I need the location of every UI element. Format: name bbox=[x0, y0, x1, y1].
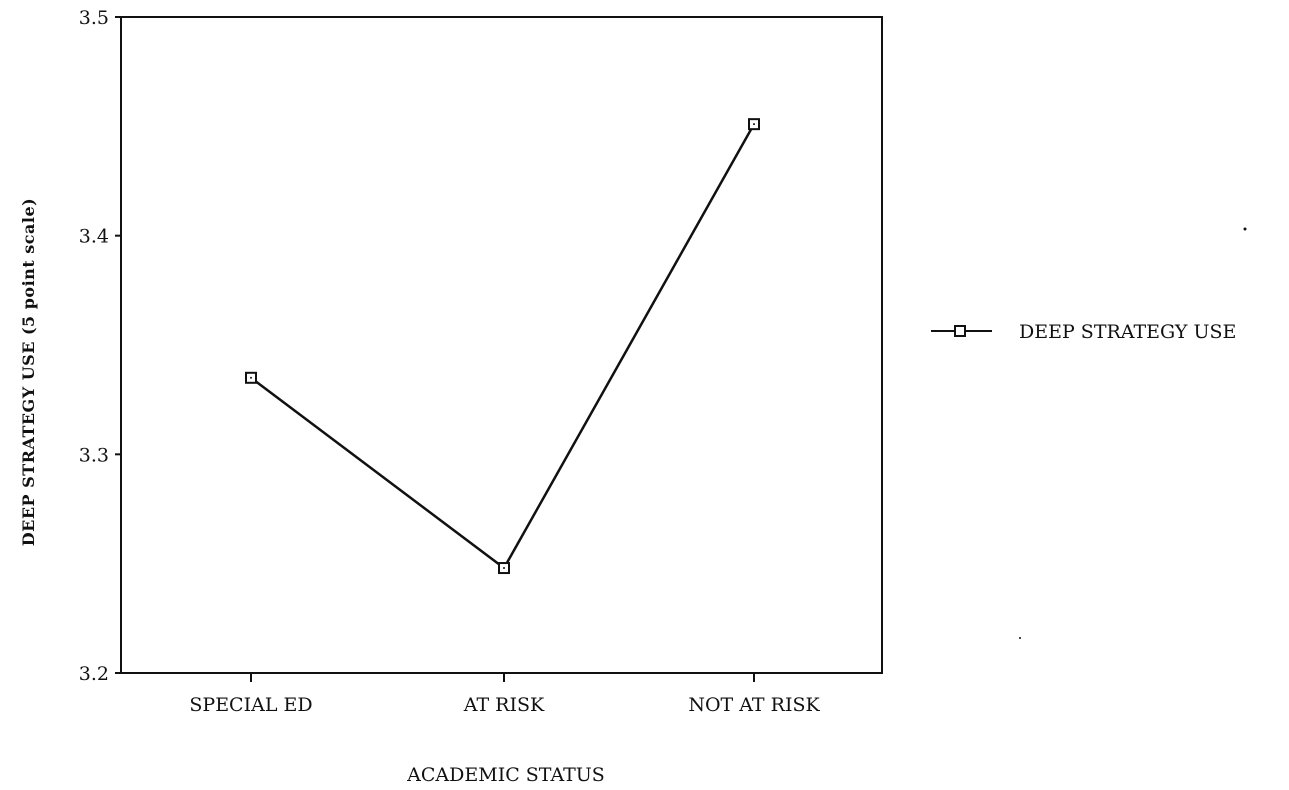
x-tick-label: SPECIAL ED bbox=[189, 694, 312, 716]
scan-speck bbox=[1019, 637, 1021, 639]
y-tick-label: 3.5 bbox=[79, 7, 109, 29]
x-tick-label: NOT AT RISK bbox=[688, 694, 820, 716]
plot-frame bbox=[120, 16, 883, 674]
y-tick-label: 3.3 bbox=[79, 444, 109, 466]
data-point-center bbox=[503, 567, 505, 570]
series-line bbox=[250, 123, 756, 570]
x-axis: SPECIAL ED AT RISK NOT AT RISK bbox=[189, 673, 820, 716]
y-axis: 3.2 3.3 3.4 3.5 bbox=[79, 7, 121, 685]
legend-marker bbox=[954, 325, 966, 337]
data-point-center bbox=[250, 376, 252, 379]
x-tick-label: AT RISK bbox=[463, 694, 545, 716]
series-layer bbox=[245, 118, 760, 575]
y-tick-label: 3.4 bbox=[79, 226, 109, 248]
y-axis-title: DEEP STRATEGY USE (5 point scale) bbox=[19, 198, 38, 546]
legend: DEEP STRATEGY USE bbox=[931, 321, 1236, 343]
data-point-center bbox=[753, 123, 755, 126]
legend-label: DEEP STRATEGY USE bbox=[1019, 321, 1236, 343]
y-tick-label: 3.2 bbox=[79, 663, 109, 685]
scan-speck bbox=[1243, 227, 1247, 231]
x-axis-title: ACADEMIC STATUS bbox=[406, 764, 605, 786]
